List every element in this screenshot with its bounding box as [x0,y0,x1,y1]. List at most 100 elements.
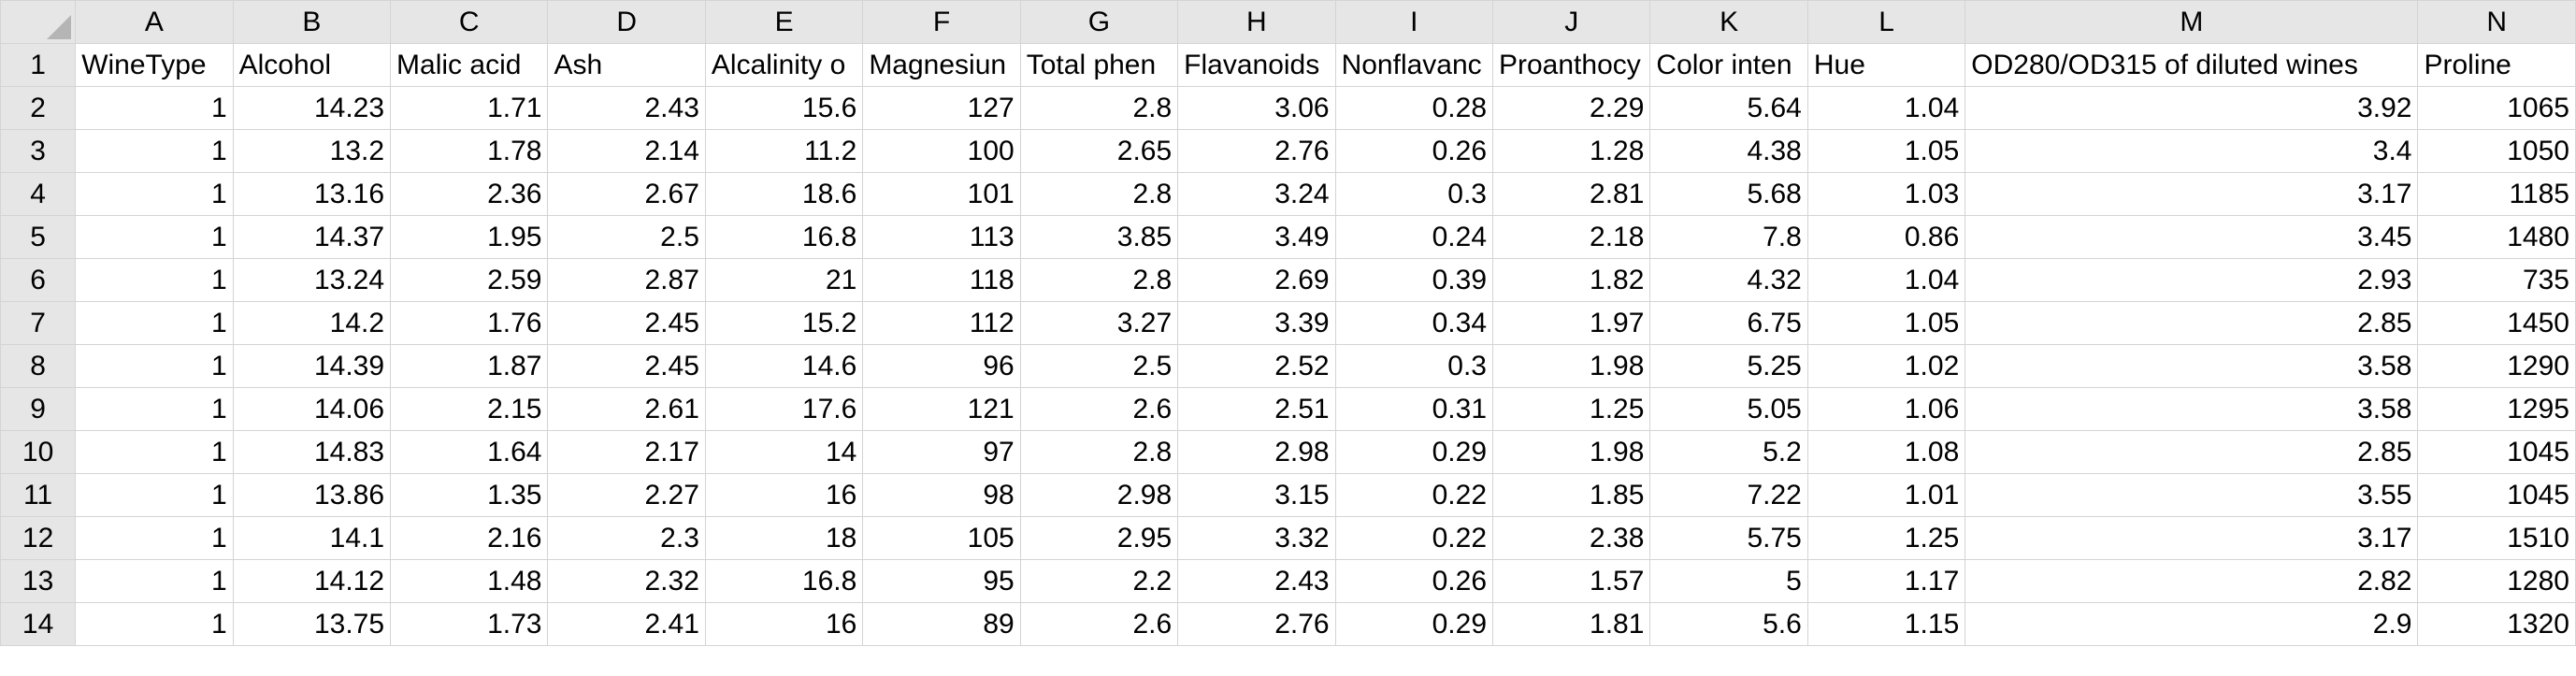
data-cell[interactable]: 1.73 [390,602,549,646]
data-cell[interactable]: 2.81 [1491,172,1651,216]
data-cell[interactable]: 89 [862,602,1021,646]
data-cell[interactable]: 1 [75,602,234,646]
data-cell[interactable]: 1 [75,430,234,474]
data-cell[interactable]: 1.05 [1806,129,1966,173]
data-cell[interactable]: 1.57 [1491,559,1651,603]
row-header[interactable]: 2 [0,86,77,130]
data-cell[interactable]: 0.3 [1334,172,1494,216]
data-cell[interactable]: 2.76 [1177,602,1336,646]
data-cell[interactable]: 3.06 [1177,86,1336,130]
data-cell[interactable]: 96 [862,344,1021,388]
data-cell[interactable]: 2.85 [1964,301,2419,345]
column-header-g[interactable]: G [1019,0,1179,44]
header-cell[interactable]: Nonflavanc [1334,43,1494,87]
data-cell[interactable]: 16 [704,473,864,517]
data-cell[interactable]: 2.14 [547,129,706,173]
data-cell[interactable]: 1 [75,559,234,603]
data-cell[interactable]: 127 [862,86,1021,130]
row-header[interactable]: 9 [0,387,77,431]
data-cell[interactable]: 1290 [2417,344,2576,388]
data-cell[interactable]: 14.1 [232,516,392,560]
data-cell[interactable]: 21 [704,258,864,302]
row-header[interactable]: 6 [0,258,77,302]
data-cell[interactable]: 3.17 [1964,516,2419,560]
data-cell[interactable]: 14.83 [232,430,392,474]
data-cell[interactable]: 1.04 [1806,258,1966,302]
data-cell[interactable]: 3.32 [1177,516,1336,560]
data-cell[interactable]: 1.76 [390,301,549,345]
column-header-m[interactable]: M [1964,0,2419,44]
data-cell[interactable]: 1.03 [1806,172,1966,216]
data-cell[interactable]: 3.17 [1964,172,2419,216]
data-cell[interactable]: 1045 [2417,430,2576,474]
header-cell[interactable]: Flavanoids [1177,43,1336,87]
data-cell[interactable]: 2.8 [1019,258,1179,302]
data-cell[interactable]: 2.16 [390,516,549,560]
column-header-c[interactable]: C [390,0,549,44]
data-cell[interactable]: 1185 [2417,172,2576,216]
data-cell[interactable]: 5.6 [1649,602,1808,646]
data-cell[interactable]: 0.3 [1334,344,1494,388]
data-cell[interactable]: 3.85 [1019,215,1179,259]
data-cell[interactable]: 1.05 [1806,301,1966,345]
data-cell[interactable]: 735 [2417,258,2576,302]
data-cell[interactable]: 0.31 [1334,387,1494,431]
row-header[interactable]: 7 [0,301,77,345]
data-cell[interactable]: 7.8 [1649,215,1808,259]
data-cell[interactable]: 2.8 [1019,172,1179,216]
data-cell[interactable]: 2.8 [1019,86,1179,130]
header-cell[interactable]: Magnesiun [862,43,1021,87]
data-cell[interactable]: 2.29 [1491,86,1651,130]
data-cell[interactable]: 18.6 [704,172,864,216]
data-cell[interactable]: 1.85 [1491,473,1651,517]
data-cell[interactable]: 0.26 [1334,559,1494,603]
data-cell[interactable]: 1.98 [1491,430,1651,474]
data-cell[interactable]: 1 [75,129,234,173]
data-cell[interactable]: 1.64 [390,430,549,474]
data-cell[interactable]: 1 [75,473,234,517]
row-header[interactable]: 14 [0,602,77,646]
data-cell[interactable]: 2.36 [390,172,549,216]
column-header-d[interactable]: D [547,0,706,44]
data-cell[interactable]: 1.35 [390,473,549,517]
column-header-a[interactable]: A [75,0,234,44]
data-cell[interactable]: 1510 [2417,516,2576,560]
data-cell[interactable]: 2.43 [1177,559,1336,603]
data-cell[interactable]: 1 [75,86,234,130]
row-header[interactable]: 10 [0,430,77,474]
data-cell[interactable]: 13.75 [232,602,392,646]
data-cell[interactable]: 2.59 [390,258,549,302]
data-cell[interactable]: 1320 [2417,602,2576,646]
row-header[interactable]: 8 [0,344,77,388]
data-cell[interactable]: 1.28 [1491,129,1651,173]
data-cell[interactable]: 18 [704,516,864,560]
data-cell[interactable]: 5.25 [1649,344,1808,388]
data-cell[interactable]: 14.37 [232,215,392,259]
row-header[interactable]: 13 [0,559,77,603]
data-cell[interactable]: 5.64 [1649,86,1808,130]
data-cell[interactable]: 112 [862,301,1021,345]
data-cell[interactable]: 2.93 [1964,258,2419,302]
data-cell[interactable]: 1.15 [1806,602,1966,646]
data-cell[interactable]: 2.82 [1964,559,2419,603]
data-cell[interactable]: 2.8 [1019,430,1179,474]
data-cell[interactable]: 1.01 [1806,473,1966,517]
data-cell[interactable]: 1 [75,215,234,259]
data-cell[interactable]: 2.45 [547,344,706,388]
data-cell[interactable]: 14.06 [232,387,392,431]
data-cell[interactable]: 1 [75,344,234,388]
data-cell[interactable]: 2.69 [1177,258,1336,302]
column-header-n[interactable]: N [2417,0,2576,44]
data-cell[interactable]: 95 [862,559,1021,603]
data-cell[interactable]: 13.86 [232,473,392,517]
data-cell[interactable]: 3.58 [1964,387,2419,431]
data-cell[interactable]: 1045 [2417,473,2576,517]
column-header-f[interactable]: F [862,0,1021,44]
data-cell[interactable]: 1 [75,301,234,345]
select-all-corner[interactable] [0,0,77,44]
data-cell[interactable]: 14.12 [232,559,392,603]
data-cell[interactable]: 11.2 [704,129,864,173]
data-cell[interactable]: 3.4 [1964,129,2419,173]
data-cell[interactable]: 105 [862,516,1021,560]
column-header-b[interactable]: B [232,0,392,44]
